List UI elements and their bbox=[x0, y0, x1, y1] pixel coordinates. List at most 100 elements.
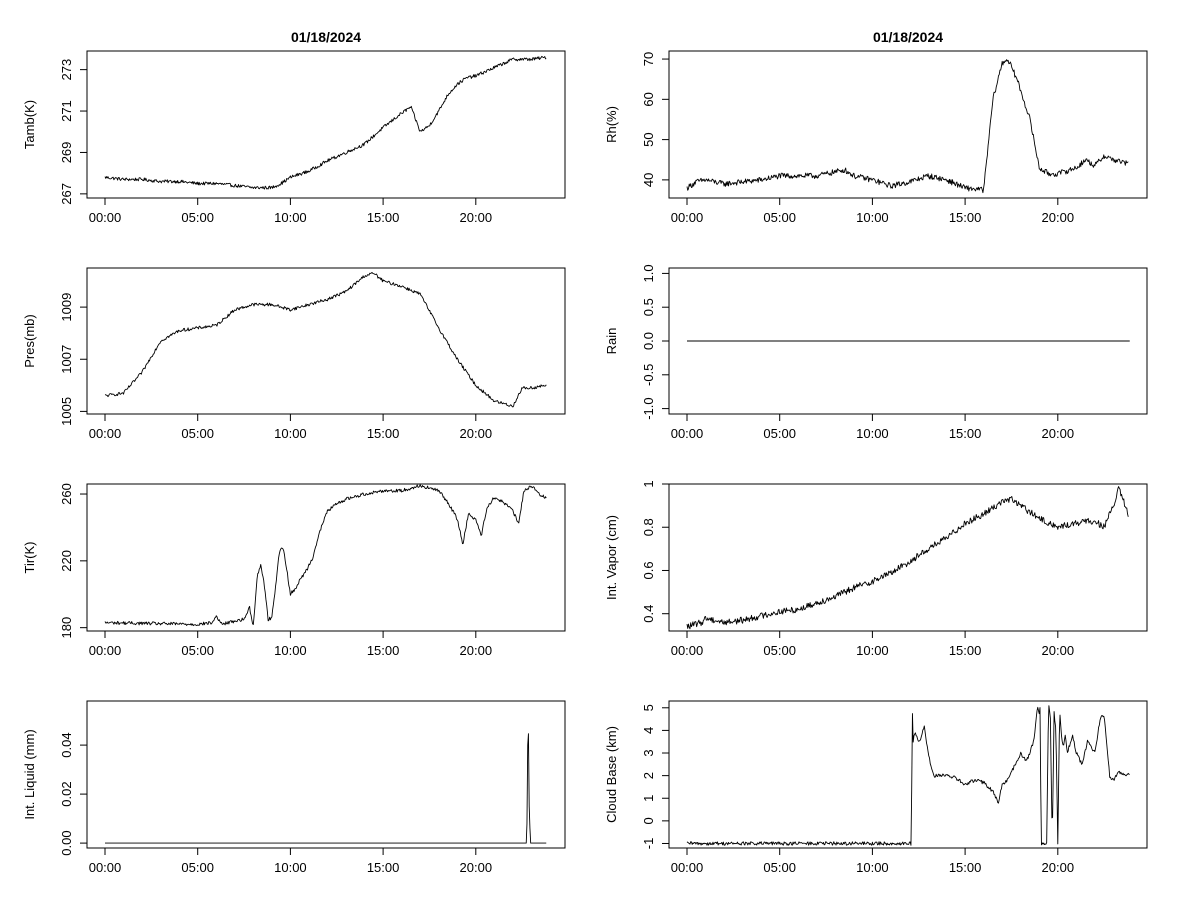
liquid-y-tick-label: 0.02 bbox=[59, 781, 74, 806]
tir-y-tick-label: 260 bbox=[59, 483, 74, 505]
pres-x-tick-label: 20:00 bbox=[460, 426, 493, 441]
panel-tir: 00:00 05:00 10:00 15:00 20:00 180 220 260 Tir(K) bbox=[22, 483, 566, 658]
left-column-title: 01/18/2024 bbox=[291, 29, 361, 45]
cloudbase-y-tick-label: 1 bbox=[641, 795, 656, 802]
rh-plot-frame bbox=[668, 50, 1148, 199]
pres-y-tick-label: 1005 bbox=[59, 397, 74, 426]
rh-series-line bbox=[686, 59, 1129, 194]
panel-tamb: 00:00 05:00 10:00 15:00 20:00 267 269 271 273 Tam… bbox=[22, 50, 566, 225]
pres-x-tick-label: 10:00 bbox=[274, 426, 307, 441]
panel-vapor: 00:00 05:00 10:00 15:00 20:00 0.4 0.6 0.8 1 Int. … bbox=[604, 480, 1148, 658]
cloudbase-y-tick-label: 0 bbox=[641, 817, 656, 824]
rain-y-tick-label: -1.0 bbox=[641, 397, 656, 419]
tir-y-axis-label: Tir(K) bbox=[22, 541, 37, 573]
rh-y-tick-label: 40 bbox=[641, 173, 656, 187]
vapor-x-tick-label: 10:00 bbox=[856, 643, 889, 658]
pres-y-axis-label: Pres(mb) bbox=[22, 314, 37, 367]
tamb-x-tick-label: 05:00 bbox=[181, 210, 214, 225]
panel-liquid: 00:00 05:00 10:00 15:00 20:00 0.00 0.02 0.04 Int… bbox=[22, 700, 566, 875]
pres-y-tick-label: 1007 bbox=[59, 345, 74, 374]
rain-x-tick-label: 00:00 bbox=[671, 426, 704, 441]
liquid-x-tick-label: 00:00 bbox=[89, 860, 122, 875]
cloudbase-x-tick-label: 00:00 bbox=[671, 860, 704, 875]
cloudbase-y-axis-label: Cloud Base (km) bbox=[604, 726, 619, 823]
rain-y-tick-label: 1.0 bbox=[641, 264, 656, 282]
vapor-x-tick-label: 05:00 bbox=[763, 643, 796, 658]
tir-x-tick-label: 15:00 bbox=[367, 643, 400, 658]
rh-x-tick-label: 10:00 bbox=[856, 210, 889, 225]
rh-y-axis-label: Rh(%) bbox=[604, 106, 619, 143]
tamb-y-tick-label: 271 bbox=[59, 100, 74, 122]
rain-x-tick-label: 10:00 bbox=[856, 426, 889, 441]
vapor-x-tick-label: 15:00 bbox=[949, 643, 982, 658]
tir-series-line bbox=[104, 484, 547, 627]
tir-x-tick-label: 05:00 bbox=[181, 643, 214, 658]
tamb-x-tick-label: 20:00 bbox=[460, 210, 493, 225]
vapor-y-tick-label: 0.4 bbox=[641, 605, 656, 623]
tir-y-tick-label: 220 bbox=[59, 550, 74, 572]
rain-x-tick-label: 20:00 bbox=[1042, 426, 1075, 441]
liquid-x-tick-label: 05:00 bbox=[181, 860, 214, 875]
pres-series-line bbox=[104, 272, 547, 408]
cloudbase-x-tick-label: 10:00 bbox=[856, 860, 889, 875]
rain-y-axis-label: Rain bbox=[604, 328, 619, 355]
rh-y-tick-label: 50 bbox=[641, 132, 656, 146]
vapor-y-tick-label: 0.8 bbox=[641, 518, 656, 536]
liquid-x-tick-label: 15:00 bbox=[367, 860, 400, 875]
rain-y-tick-label: 0.0 bbox=[641, 332, 656, 350]
tamb-y-tick-label: 273 bbox=[59, 59, 74, 81]
tamb-y-tick-label: 269 bbox=[59, 142, 74, 164]
cloudbase-y-tick-label: 3 bbox=[641, 749, 656, 756]
panel-rh: 00:00 05:00 10:00 15:00 20:00 40 50 60 70 Rh(%) bbox=[604, 50, 1148, 225]
liquid-plot-frame bbox=[86, 700, 566, 849]
rh-y-tick-label: 60 bbox=[641, 92, 656, 106]
rain-x-tick-label: 05:00 bbox=[763, 426, 796, 441]
liquid-series-line bbox=[105, 733, 547, 844]
rh-x-tick-label: 20:00 bbox=[1042, 210, 1075, 225]
panel-pres: 00:00 05:00 10:00 15:00 20:00 1005 1007 1009 Pre… bbox=[22, 267, 566, 441]
tamb-y-tick-label: 267 bbox=[59, 183, 74, 205]
panel-rain: 00:00 05:00 10:00 15:00 20:00 -1.0 -0.5 0.0 0.5 1… bbox=[604, 264, 1148, 441]
cloudbase-x-tick-label: 05:00 bbox=[763, 860, 796, 875]
right-column-title: 01/18/2024 bbox=[873, 29, 943, 45]
vapor-x-tick-label: 20:00 bbox=[1042, 643, 1075, 658]
pres-plot-frame bbox=[86, 267, 566, 415]
rain-y-tick-label: 0.5 bbox=[641, 298, 656, 316]
tir-plot-frame bbox=[86, 483, 566, 632]
liquid-y-tick-label: 0.00 bbox=[59, 830, 74, 855]
tir-x-tick-label: 20:00 bbox=[460, 643, 493, 658]
liquid-y-axis-label: Int. Liquid (mm) bbox=[22, 729, 37, 819]
cloudbase-y-tick-label: 4 bbox=[641, 727, 656, 734]
tamb-plot-frame bbox=[86, 50, 566, 199]
vapor-y-tick-label: 1 bbox=[641, 480, 656, 487]
cloudbase-x-tick-label: 20:00 bbox=[1042, 860, 1075, 875]
vapor-y-tick-label: 0.6 bbox=[641, 561, 656, 579]
cloudbase-y-tick-label: -1 bbox=[641, 838, 656, 850]
liquid-x-tick-label: 20:00 bbox=[460, 860, 493, 875]
liquid-y-tick-label: 0.04 bbox=[59, 732, 74, 757]
tamb-x-tick-label: 10:00 bbox=[274, 210, 307, 225]
vapor-series-line bbox=[686, 486, 1129, 630]
pres-y-tick-label: 1009 bbox=[59, 293, 74, 322]
cloudbase-series-line bbox=[686, 705, 1130, 846]
pres-x-tick-label: 05:00 bbox=[181, 426, 214, 441]
chart-panels: 00:00 05:00 10:00 15:00 20:00 267 269 271 273 Tam… bbox=[22, 50, 1148, 875]
rh-x-tick-label: 05:00 bbox=[763, 210, 796, 225]
tamb-x-tick-label: 00:00 bbox=[89, 210, 122, 225]
tir-x-tick-label: 00:00 bbox=[89, 643, 122, 658]
vapor-y-axis-label: Int. Vapor (cm) bbox=[604, 515, 619, 600]
rain-y-tick-label: -0.5 bbox=[641, 364, 656, 386]
cloudbase-plot-frame bbox=[668, 700, 1148, 849]
pres-x-tick-label: 00:00 bbox=[89, 426, 122, 441]
tamb-x-tick-label: 15:00 bbox=[367, 210, 400, 225]
liquid-x-tick-label: 10:00 bbox=[274, 860, 307, 875]
vapor-plot-frame bbox=[668, 483, 1148, 632]
tir-y-tick-label: 180 bbox=[59, 617, 74, 639]
rh-y-tick-label: 70 bbox=[641, 52, 656, 66]
cloudbase-x-tick-label: 15:00 bbox=[949, 860, 982, 875]
cloudbase-y-tick-label: 5 bbox=[641, 704, 656, 711]
tamb-y-axis-label: Tamb(K) bbox=[22, 100, 37, 149]
tamb-series-line bbox=[104, 55, 547, 190]
